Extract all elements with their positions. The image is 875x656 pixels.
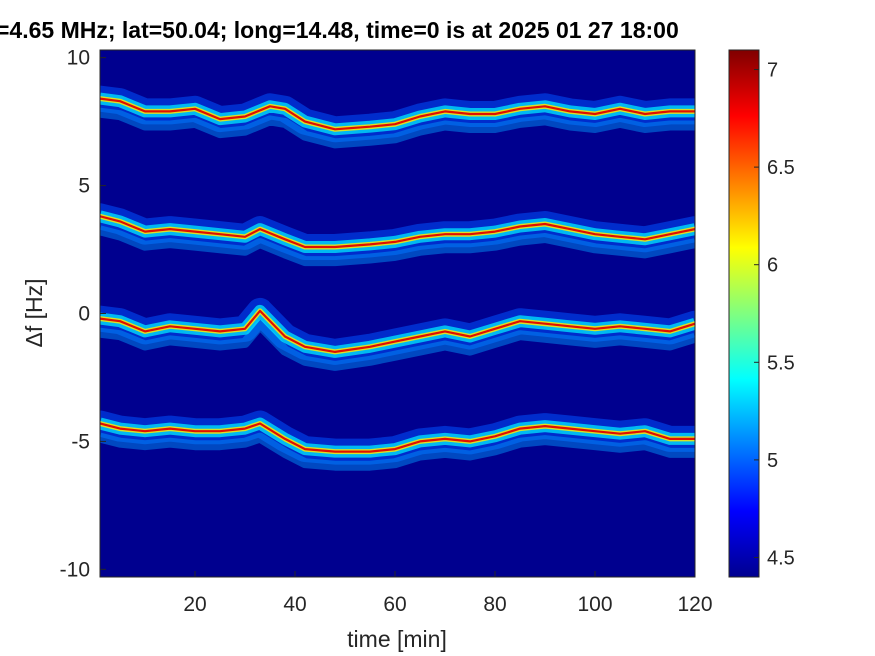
x-tick-label: 120 <box>677 593 712 616</box>
trace-peak-line <box>100 309 695 353</box>
y-tick-label: 0 <box>78 303 90 326</box>
colorbar-tick-label: 7 <box>767 60 778 82</box>
series-trace-2 <box>100 203 695 267</box>
colorbar-tick-group: 4.5 5 5.5 6 6.5 7 <box>754 60 795 569</box>
x-tick-label: 20 <box>183 593 206 616</box>
trace-lower-echo <box>100 320 695 371</box>
colorbar-tick-label: 4.5 <box>767 547 795 569</box>
trace-lower-echo <box>100 225 695 267</box>
colorbar-tick-label: 5 <box>767 450 778 472</box>
x-tick-label: 100 <box>577 593 612 616</box>
y-axis-label: Δf [Hz] <box>21 278 47 347</box>
colorbar-tick-label: 6 <box>767 255 778 277</box>
x-tick-label: 80 <box>483 593 506 616</box>
y-tick-label: 10 <box>67 47 90 70</box>
y-tick-label: -10 <box>60 558 90 581</box>
trace-peak-line <box>100 215 695 249</box>
y-tick-group: 10 5 0 -5 -10 <box>60 47 106 581</box>
colorbar-tick-label: 5.5 <box>767 352 795 374</box>
trace-lower-echo <box>100 107 695 149</box>
trace-peak-line <box>100 422 695 453</box>
trace-peak-line <box>100 97 695 131</box>
trace-layer <box>100 85 695 471</box>
x-tick-label: 40 <box>283 593 306 616</box>
x-tick-group: 20 40 60 80 100 120 <box>183 571 713 616</box>
y-tick-label: -5 <box>71 430 90 453</box>
y-tick-label: 5 <box>78 175 90 198</box>
plot-background <box>100 50 695 577</box>
colorbar-tick-label: 6.5 <box>767 157 795 179</box>
series-trace-3 <box>100 297 695 371</box>
series-trace-4 <box>100 410 695 471</box>
series-trace-1 <box>100 85 695 149</box>
colorbar <box>728 49 760 578</box>
x-axis-label: time [min] <box>347 626 447 652</box>
chart-title: =4.65 MHz; lat=50.04; long=14.48, time=0… <box>0 17 679 43</box>
x-tick-label: 60 <box>383 593 406 616</box>
trace-lower-echo <box>100 432 695 471</box>
